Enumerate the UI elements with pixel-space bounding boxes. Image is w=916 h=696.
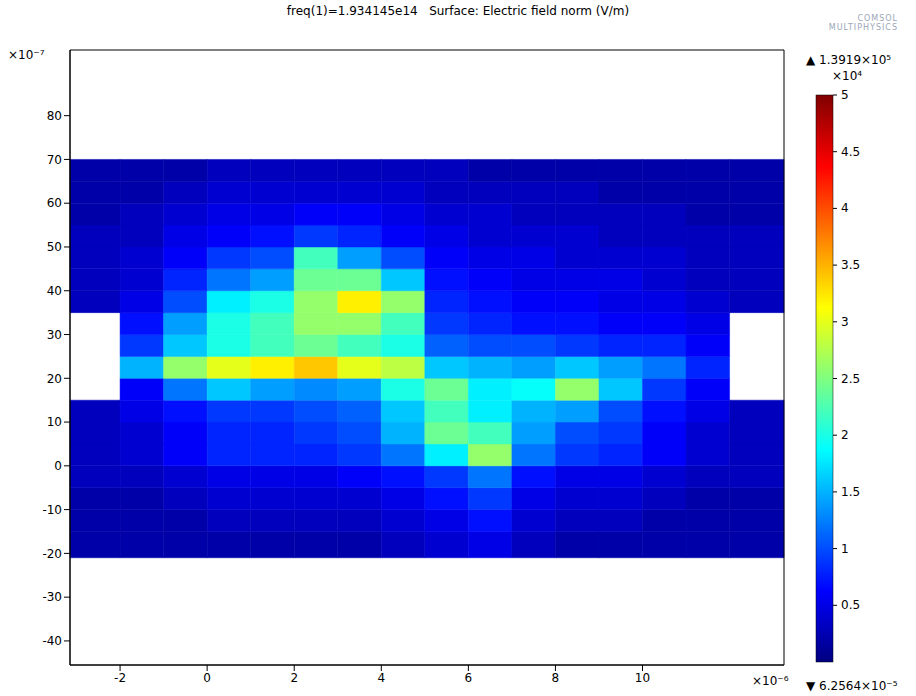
svg-text:▼ 6.2564×10⁻⁵: ▼ 6.2564×10⁻⁵ (806, 679, 898, 693)
svg-text:-2: -2 (114, 671, 126, 685)
svg-text:2.5: 2.5 (841, 372, 860, 386)
svg-text:4: 4 (377, 671, 385, 685)
svg-text:-10: -10 (42, 503, 62, 517)
svg-text:80: 80 (47, 109, 62, 123)
svg-text:6: 6 (465, 671, 473, 685)
svg-text:40: 40 (47, 284, 62, 298)
svg-text:10: 10 (47, 415, 62, 429)
svg-text:5: 5 (841, 88, 849, 102)
svg-text:-40: -40 (42, 634, 62, 648)
svg-text:20: 20 (47, 372, 62, 386)
svg-text:10: 10 (635, 671, 650, 685)
html-text:freq(1)=1.934145e14 Surface: E: freq(1)=1.934145e14 Surface: Electric fi… (286, 4, 630, 18)
svg-text:8: 8 (552, 671, 560, 685)
svg-text:-30: -30 (42, 590, 62, 604)
svg-text:50: 50 (47, 240, 62, 254)
svg-text:60: 60 (47, 196, 62, 210)
svg-text:▲ 1.3919×10⁵: ▲ 1.3919×10⁵ (806, 53, 891, 67)
svg-text:2: 2 (290, 671, 298, 685)
svg-text:4: 4 (841, 201, 849, 215)
svg-text:1.5: 1.5 (841, 485, 860, 499)
svg-text:1: 1 (841, 542, 849, 556)
svg-text:3.5: 3.5 (841, 258, 860, 272)
svg-text:30: 30 (47, 328, 62, 342)
svg-text:-20: -20 (42, 547, 62, 561)
svg-text:3: 3 (841, 315, 849, 329)
svg-text:4.5: 4.5 (841, 145, 860, 159)
html-text:COMSOL MULTIPHYSICS: COMSOL MULTIPHYSICS (828, 14, 898, 32)
svg-text:×10⁴: ×10⁴ (832, 69, 862, 83)
svg-text:70: 70 (47, 153, 62, 167)
svg-text:0: 0 (54, 459, 62, 473)
svg-text:2: 2 (841, 428, 849, 442)
svg-text:0: 0 (203, 671, 211, 685)
html-text:×10⁻⁶: ×10⁻⁶ (752, 674, 789, 688)
html-text:×10⁻⁷: ×10⁻⁷ (8, 48, 45, 62)
svg-text:0.5: 0.5 (841, 598, 860, 612)
